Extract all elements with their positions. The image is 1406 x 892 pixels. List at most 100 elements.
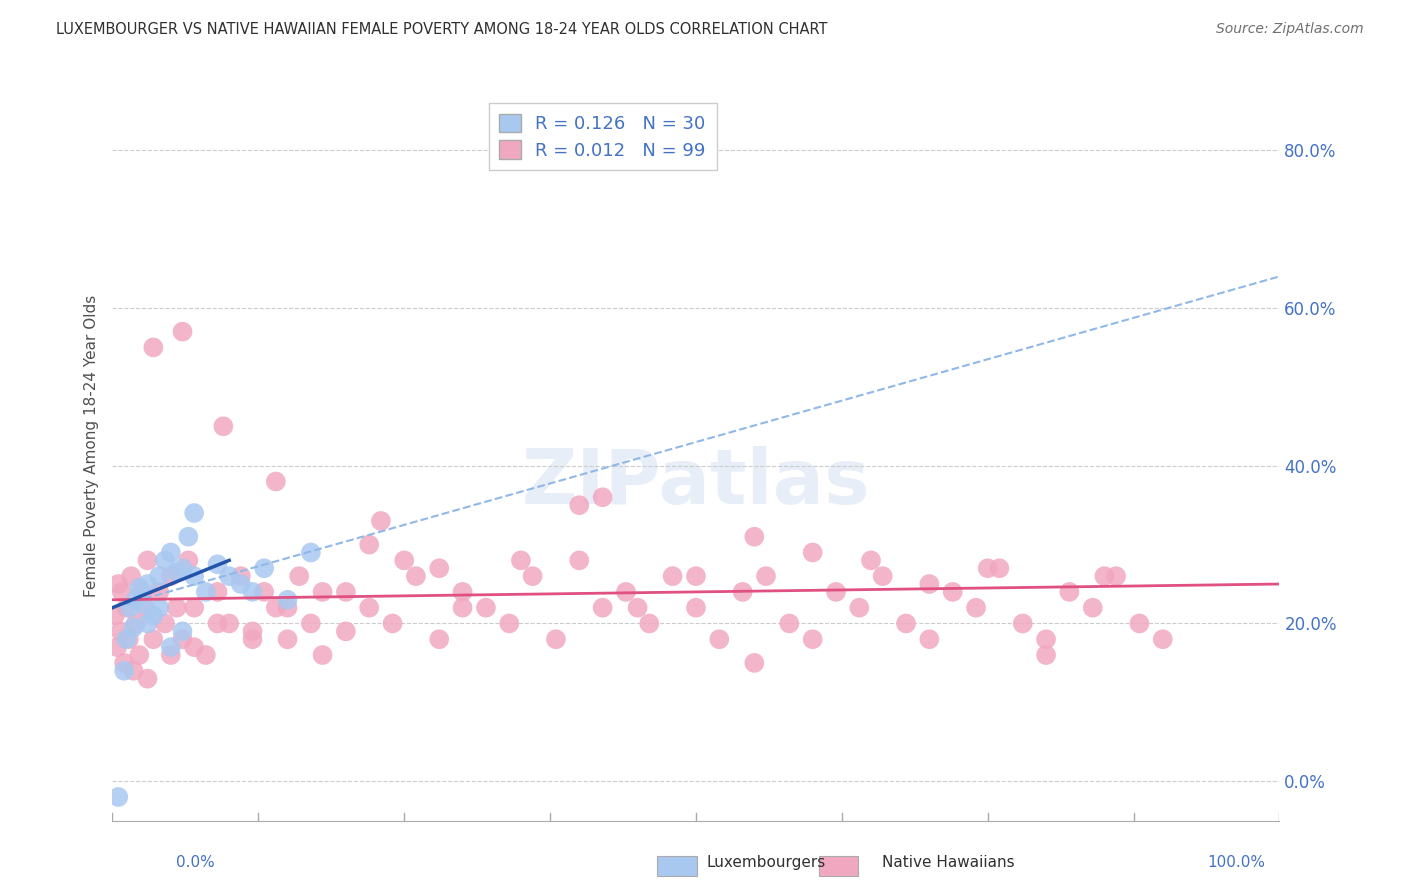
Point <box>918 577 941 591</box>
Point <box>370 514 392 528</box>
Point <box>451 600 474 615</box>
Point <box>311 585 333 599</box>
Point <box>134 600 156 615</box>
Point <box>568 498 591 512</box>
Text: Source: ZipAtlas.com: Source: ZipAtlas.com <box>1216 22 1364 37</box>
Point <box>125 592 148 607</box>
Point <box>183 640 205 654</box>
Point <box>115 632 138 647</box>
Point <box>120 569 142 583</box>
Point <box>183 569 205 583</box>
Point <box>1059 585 1081 599</box>
Y-axis label: Female Poverty Among 18-24 Year Olds: Female Poverty Among 18-24 Year Olds <box>83 295 98 597</box>
Point <box>335 624 357 639</box>
Point <box>427 632 450 647</box>
Point <box>131 585 153 599</box>
Point <box>110 624 132 639</box>
Legend: R = 0.126   N = 30, R = 0.012   N = 99: R = 0.126 N = 30, R = 0.012 N = 99 <box>488 103 717 170</box>
Point <box>122 620 145 634</box>
Point <box>755 569 778 583</box>
Point <box>172 632 194 647</box>
Point <box>183 506 205 520</box>
Point <box>242 585 264 599</box>
Point <box>685 569 707 583</box>
Point <box>112 664 135 678</box>
Point <box>105 640 128 654</box>
Text: Luxembourgers: Luxembourgers <box>706 855 825 870</box>
Point <box>299 545 322 559</box>
Point <box>522 569 544 583</box>
Point <box>381 616 404 631</box>
Point <box>1035 632 1057 647</box>
Point <box>229 577 252 591</box>
Point <box>122 664 145 678</box>
Text: Native Hawaiians: Native Hawaiians <box>883 855 1015 870</box>
Text: ZIPatlas: ZIPatlas <box>522 447 870 520</box>
Point <box>427 561 450 575</box>
Point <box>148 585 170 599</box>
Point <box>207 585 229 599</box>
Point <box>229 569 252 583</box>
Point <box>894 616 917 631</box>
Point <box>160 545 183 559</box>
Point <box>194 648 217 662</box>
Point <box>118 632 141 647</box>
Point <box>276 632 298 647</box>
Point <box>1152 632 1174 647</box>
Point <box>405 569 427 583</box>
Point <box>976 561 998 575</box>
Point <box>509 553 531 567</box>
Point <box>128 581 150 595</box>
Point <box>801 545 824 559</box>
Point <box>112 656 135 670</box>
Point <box>160 640 183 654</box>
Point <box>778 616 800 631</box>
Point <box>166 565 188 579</box>
Point <box>242 632 264 647</box>
Point <box>264 475 287 489</box>
Point <box>172 325 194 339</box>
Point <box>299 616 322 631</box>
Point <box>160 648 183 662</box>
Point <box>207 616 229 631</box>
Point <box>183 600 205 615</box>
Point <box>172 561 194 575</box>
Point <box>131 597 153 611</box>
Point <box>111 585 134 599</box>
Point <box>153 616 176 631</box>
Point <box>264 600 287 615</box>
Point <box>115 600 138 615</box>
Point <box>1011 616 1033 631</box>
Point <box>253 561 276 575</box>
Point <box>128 648 150 662</box>
Point <box>544 632 567 647</box>
Point <box>242 624 264 639</box>
Text: LUXEMBOURGER VS NATIVE HAWAIIAN FEMALE POVERTY AMONG 18-24 YEAR OLDS CORRELATION: LUXEMBOURGER VS NATIVE HAWAIIAN FEMALE P… <box>56 22 828 37</box>
Point <box>166 600 188 615</box>
Point <box>965 600 987 615</box>
Point <box>107 577 129 591</box>
Point <box>136 616 159 631</box>
Point <box>709 632 731 647</box>
Point <box>142 340 165 354</box>
Point <box>801 632 824 647</box>
Point <box>276 592 298 607</box>
Point <box>153 553 176 567</box>
Point <box>872 569 894 583</box>
Point <box>685 600 707 615</box>
Point <box>988 561 1011 575</box>
Point <box>394 553 416 567</box>
Point <box>276 600 298 615</box>
Point <box>218 569 240 583</box>
Point <box>942 585 965 599</box>
Point <box>661 569 683 583</box>
Point <box>125 616 148 631</box>
Point <box>142 632 165 647</box>
Point <box>475 600 498 615</box>
Point <box>104 608 127 623</box>
Point <box>359 600 381 615</box>
Point <box>118 600 141 615</box>
Point <box>172 624 194 639</box>
Text: 100.0%: 100.0% <box>1208 855 1265 870</box>
Point <box>627 600 650 615</box>
